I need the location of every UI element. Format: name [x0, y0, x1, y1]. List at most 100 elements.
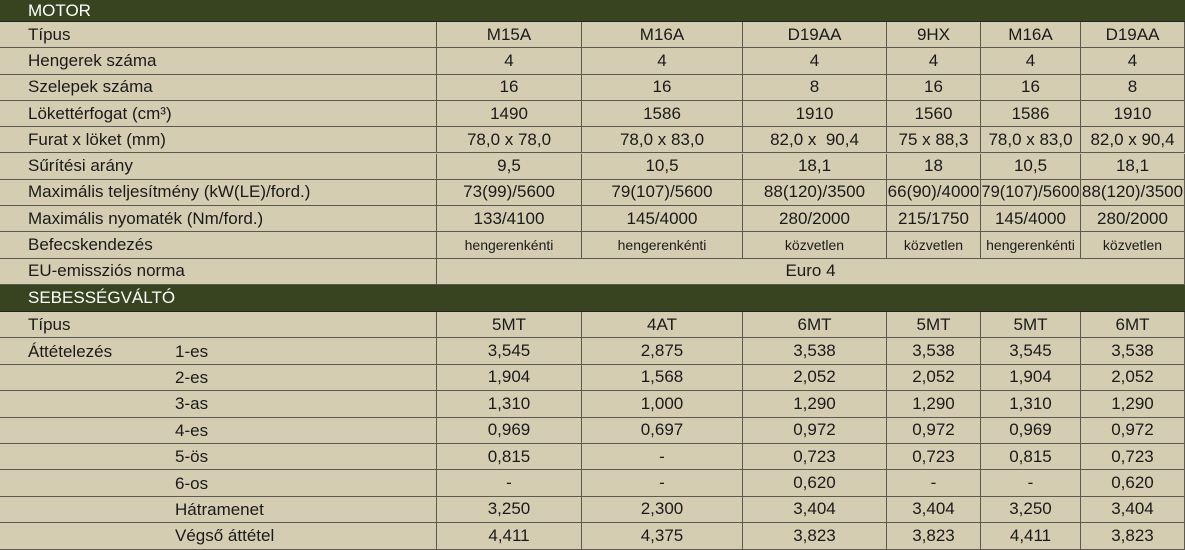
row-label: Típus — [0, 22, 437, 49]
value-cell: 3,538 — [887, 338, 981, 365]
row-label: Maximális nyomaték (Nm/ford.) — [0, 206, 437, 233]
value-cell: 133/4100 — [437, 206, 582, 233]
gear-label: Végső áttétel — [175, 526, 275, 546]
value-cell: - — [887, 470, 981, 497]
value-cell: 280/2000 — [1081, 206, 1185, 233]
value-cell: Euro 4 — [437, 258, 1185, 285]
value-cell: 0,972 — [743, 417, 887, 444]
value-cell: 82,0 x 90,4 — [1081, 127, 1185, 154]
value-cell: M16A — [582, 22, 743, 49]
value-cell: 1,310 — [437, 391, 582, 418]
row-label: Furat x löket (mm) — [0, 127, 437, 154]
value-cell: 88(120)/3500 — [743, 179, 887, 207]
value-cell: 18,1 — [1081, 153, 1185, 180]
value-cell: 0,620 — [743, 470, 887, 497]
value-cell: 0,723 — [887, 444, 981, 471]
value-cell: 16 — [887, 74, 981, 101]
row-label-cell — [0, 417, 437, 444]
value-cell: 1,000 — [582, 391, 743, 418]
value-cell: - — [437, 470, 582, 497]
value-cell: 3,404 — [743, 496, 887, 524]
value-cell: 0,723 — [1081, 444, 1185, 471]
value-cell: 3,545 — [437, 338, 582, 365]
value-cell: 1586 — [981, 100, 1081, 128]
value-cell: 145/4000 — [582, 206, 743, 233]
value-cell: 6MT — [1081, 312, 1185, 339]
value-cell: 3,404 — [1081, 496, 1185, 524]
value-cell: 3,823 — [1081, 523, 1185, 550]
row-label-cell — [0, 338, 437, 365]
row-label: Típus — [0, 312, 437, 339]
value-cell: D19AA — [743, 22, 887, 49]
value-cell: 4 — [981, 48, 1081, 75]
value-cell: 0,972 — [1081, 417, 1185, 444]
value-cell: 4 — [887, 48, 981, 75]
value-cell: hengerenkénti — [981, 232, 1081, 259]
value-cell: 4 — [437, 48, 582, 75]
value-cell: 16 — [437, 74, 582, 101]
value-cell: 2,052 — [743, 364, 887, 392]
value-cell: 3,545 — [981, 338, 1081, 365]
gear-label: 3-as — [175, 394, 209, 414]
row-label-cell — [0, 523, 437, 550]
row-label-cell — [0, 391, 437, 418]
value-cell: 18,1 — [743, 153, 887, 180]
value-cell: 1,310 — [981, 391, 1081, 418]
value-cell: 78,0 x 83,0 — [981, 127, 1081, 154]
value-cell: 2,052 — [887, 364, 981, 392]
value-cell: 1560 — [887, 100, 981, 128]
value-cell: M15A — [437, 22, 582, 49]
value-cell: hengerenkénti — [437, 232, 582, 259]
value-cell: 8 — [743, 74, 887, 101]
value-cell: 280/2000 — [743, 206, 887, 233]
value-cell: 8 — [1081, 74, 1185, 101]
value-cell: 73(99)/5600 — [437, 179, 582, 207]
value-cell: 4 — [1081, 48, 1185, 75]
gear-label: 5-ös — [175, 447, 209, 467]
gear-label: 2-es — [175, 367, 209, 387]
value-cell: 9,5 — [437, 153, 582, 180]
row-label-cell — [0, 470, 437, 497]
value-cell: 6MT — [743, 312, 887, 339]
value-cell: 78,0 x 78,0 — [437, 127, 582, 154]
value-cell: 4 — [743, 48, 887, 75]
value-cell: 145/4000 — [981, 206, 1081, 233]
value-cell: 10,5 — [582, 153, 743, 180]
gear-label: 1-es — [175, 341, 209, 361]
value-cell: 215/1750 — [887, 206, 981, 233]
value-cell: 5MT — [437, 312, 582, 339]
gear-label: Hátramenet — [175, 499, 264, 519]
value-cell: 9HX — [887, 22, 981, 49]
row-label-cell — [0, 496, 437, 524]
value-cell: 2,875 — [582, 338, 743, 365]
gear-label: 4-es — [175, 420, 209, 440]
value-cell: 10,5 — [981, 153, 1081, 180]
value-cell: hengerenkénti — [582, 232, 743, 259]
value-cell: 2,052 — [1081, 364, 1185, 392]
value-cell: 1,904 — [437, 364, 582, 392]
value-cell: 0,815 — [981, 444, 1081, 471]
value-cell: M16A — [981, 22, 1081, 49]
value-cell: 75 x 88,3 — [887, 127, 981, 154]
row-label: Hengerek száma — [0, 48, 437, 75]
value-cell: 16 — [981, 74, 1081, 101]
value-cell: 0,969 — [437, 417, 582, 444]
value-cell: 0,620 — [1081, 470, 1185, 497]
value-cell: 1,290 — [887, 391, 981, 418]
value-cell: 3,250 — [981, 496, 1081, 524]
value-cell: 78,0 x 83,0 — [582, 127, 743, 154]
value-cell: 16 — [582, 74, 743, 101]
value-cell: 2,300 — [582, 496, 743, 524]
value-cell: - — [582, 470, 743, 497]
value-cell: 5MT — [887, 312, 981, 339]
row-label: EU-emissziós norma — [0, 258, 437, 285]
value-cell: közvetlen — [743, 232, 887, 259]
value-cell: 1,290 — [743, 391, 887, 418]
value-cell: 4,411 — [981, 523, 1081, 550]
value-cell: 1,568 — [582, 364, 743, 392]
value-cell: 5MT — [981, 312, 1081, 339]
value-cell: 0,972 — [887, 417, 981, 444]
row-label-cell — [0, 364, 437, 392]
value-cell: 1490 — [437, 100, 582, 128]
